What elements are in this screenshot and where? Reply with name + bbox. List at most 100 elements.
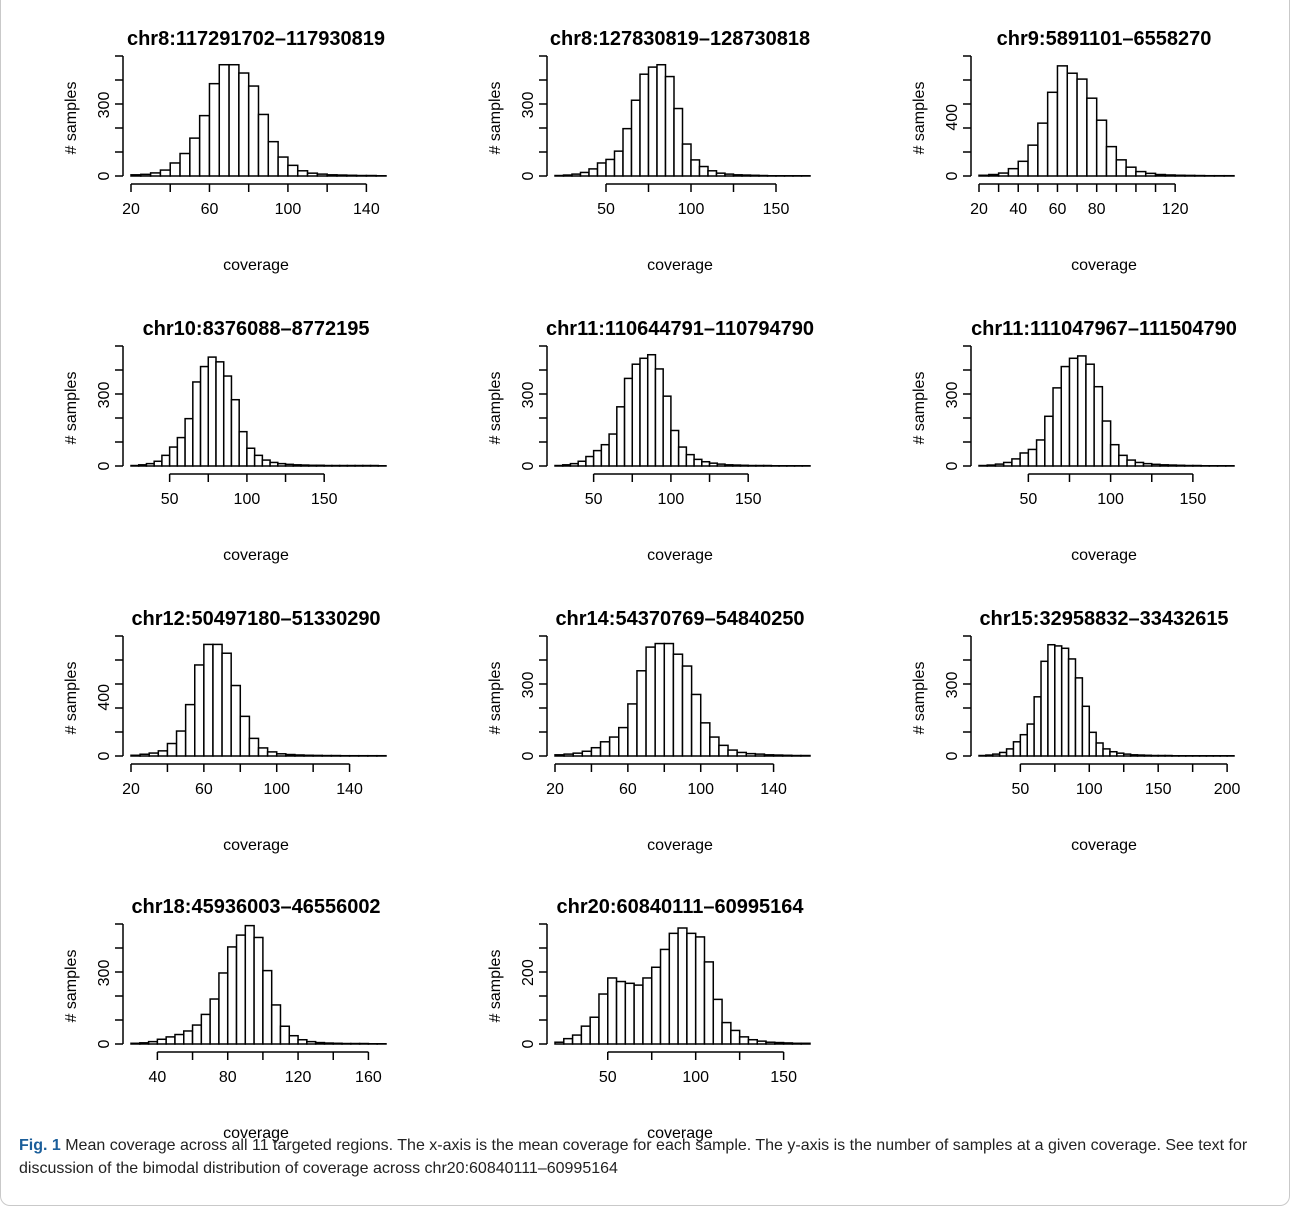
y-tick-label: 0 bbox=[944, 461, 961, 470]
histogram-bar bbox=[1164, 174, 1176, 177]
x-tick-label: 20 bbox=[546, 781, 564, 798]
histogram-bar bbox=[985, 754, 994, 757]
histogram-bar bbox=[781, 754, 793, 757]
histogram-bar bbox=[1102, 748, 1111, 757]
histogram-bar bbox=[579, 171, 590, 177]
histogram-bar bbox=[633, 984, 644, 1045]
histogram-bar bbox=[261, 459, 271, 467]
x-axis-label: coverage bbox=[647, 837, 713, 854]
histogram-bar bbox=[296, 170, 309, 177]
histogram-bar bbox=[659, 948, 671, 1045]
histogram-6: chr11:111047967–111504790 50 100 150 coverag… bbox=[911, 318, 1237, 564]
histogram-bar bbox=[176, 436, 186, 467]
x-tick-label: 50 bbox=[1019, 491, 1037, 508]
x-axis-label: coverage bbox=[1071, 257, 1137, 274]
histogram-bar bbox=[650, 966, 662, 1045]
histogram-bar bbox=[145, 462, 155, 467]
histogram-bar bbox=[130, 174, 142, 177]
histogram-bar bbox=[639, 73, 650, 177]
histogram-bar bbox=[222, 375, 233, 467]
y-axis-label: # samples bbox=[911, 662, 928, 735]
histogram-bar bbox=[577, 460, 587, 467]
x-tick-label: 100 bbox=[658, 491, 685, 508]
histogram-bar bbox=[1086, 97, 1098, 177]
histogram-bar bbox=[1136, 754, 1146, 757]
histogram-bar bbox=[554, 1041, 565, 1045]
x-tick-label: 60 bbox=[195, 781, 213, 798]
histogram-bar bbox=[1052, 387, 1063, 467]
histogram-bar bbox=[1060, 647, 1070, 757]
y-tick-label: 400 bbox=[96, 684, 113, 711]
x-tick-label: 100 bbox=[263, 781, 290, 798]
histogram-bar bbox=[140, 173, 152, 177]
panel-title: chr18:45936003–46556002 bbox=[131, 896, 380, 918]
histogram-bar bbox=[1054, 645, 1063, 757]
histogram-bar bbox=[765, 1041, 776, 1045]
x-tick-label: 150 bbox=[763, 201, 790, 218]
histogram-bar bbox=[664, 75, 675, 177]
histogram-bar bbox=[698, 165, 709, 177]
histogram-7: chr12:50497180–51330290 20 60 100 140 coverag… bbox=[63, 608, 387, 854]
histogram-bar bbox=[215, 361, 225, 467]
histogram-bar bbox=[279, 1025, 291, 1045]
histogram-bar bbox=[306, 172, 319, 177]
histogram-bar bbox=[1067, 658, 1077, 757]
histogram-bar bbox=[590, 746, 602, 757]
histogram-bar bbox=[639, 357, 649, 467]
histogram-bar bbox=[800, 1042, 811, 1045]
histogram-bar bbox=[1095, 119, 1108, 177]
histogram-bar bbox=[1122, 753, 1132, 757]
histogram-bar bbox=[1026, 723, 1035, 757]
histogram-bar bbox=[1135, 170, 1147, 177]
histogram-bar bbox=[153, 460, 163, 467]
histogram-panel: chr20:60840111–60995164 50 100 150 coverage 0… bbox=[425, 868, 855, 1160]
histogram-bar bbox=[647, 66, 658, 177]
histogram-bar bbox=[149, 172, 162, 177]
histogram-bar bbox=[599, 741, 611, 757]
histogram-bar bbox=[1085, 363, 1095, 467]
histogram-panel: chr10:8376088–8772195 50 100 150 coverage 0 30… bbox=[1, 290, 431, 582]
histogram-bar bbox=[673, 107, 684, 177]
histogram-bar bbox=[248, 737, 260, 757]
histogram-bar bbox=[1167, 464, 1178, 467]
histogram-bar bbox=[246, 447, 256, 467]
histogram-bar bbox=[1129, 754, 1139, 757]
y-tick-label: 0 bbox=[520, 1039, 537, 1048]
histogram-bar bbox=[1095, 742, 1104, 757]
histogram-bar bbox=[1125, 166, 1137, 177]
histogram-bar bbox=[175, 730, 187, 757]
histogram-bar bbox=[288, 1034, 299, 1045]
y-axis-label: # samples bbox=[487, 372, 504, 445]
histogram-11: chr20:60840111–60995164 50 100 150 coverage 0… bbox=[487, 896, 811, 1142]
histogram-bar bbox=[615, 980, 627, 1045]
histogram-3: chr9:5891101–6558270 20 40 60 80 120 coverage 0… bbox=[911, 28, 1235, 274]
histogram-bar bbox=[183, 1030, 194, 1045]
panel-title: chr14:54370769–54840250 bbox=[555, 608, 804, 630]
histogram-bar bbox=[300, 464, 310, 467]
histogram-bar bbox=[148, 752, 160, 757]
histogram-bar bbox=[712, 998, 723, 1045]
histogram-bar bbox=[1150, 463, 1161, 467]
histogram-bar bbox=[736, 751, 748, 757]
x-tick-label: 150 bbox=[735, 491, 762, 508]
histogram-bar bbox=[731, 464, 742, 467]
histogram-bar bbox=[616, 406, 626, 467]
histogram-bar bbox=[741, 174, 752, 177]
histogram-bar bbox=[346, 174, 358, 177]
histogram-bar bbox=[1040, 660, 1049, 757]
histogram-bar bbox=[636, 670, 647, 757]
x-tick-label: 100 bbox=[1076, 781, 1103, 798]
histogram-bar bbox=[701, 460, 711, 467]
histogram-bar bbox=[1076, 78, 1088, 177]
histogram-bar bbox=[994, 463, 1005, 467]
histogram-bar bbox=[986, 464, 997, 467]
histogram-bar bbox=[1142, 462, 1153, 467]
histogram-bar bbox=[1175, 464, 1186, 467]
x-tick-label: 20 bbox=[122, 781, 140, 798]
histogram-bar bbox=[608, 433, 618, 467]
histogram-bar bbox=[212, 643, 223, 757]
histogram-bar bbox=[677, 446, 688, 467]
histogram-panel: chr9:5891101–6558270 20 40 60 80 120 coverage 0… bbox=[849, 0, 1279, 292]
y-axis-label: # samples bbox=[63, 662, 80, 735]
